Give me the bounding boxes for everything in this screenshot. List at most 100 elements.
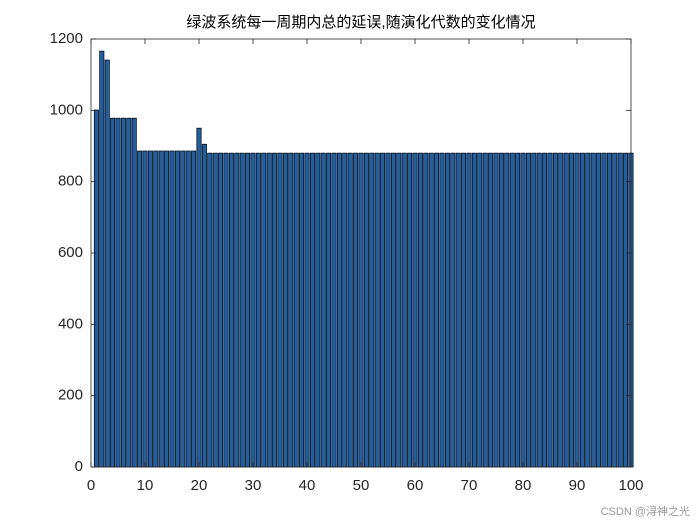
bar [466, 152, 472, 468]
bar [374, 152, 380, 468]
y-tick-label: 1200 [50, 30, 83, 47]
bar [228, 152, 234, 468]
bar [120, 117, 126, 468]
bar [309, 152, 315, 468]
bar [471, 152, 477, 468]
bar [234, 152, 240, 468]
bar [326, 152, 332, 468]
x-tick-label: 100 [618, 477, 643, 494]
bar [401, 152, 407, 468]
bar [218, 152, 224, 468]
bar [579, 152, 585, 468]
bar [288, 152, 294, 468]
bar [261, 152, 267, 468]
bar [520, 152, 526, 468]
bar [477, 152, 483, 468]
bar [131, 117, 137, 468]
bar [461, 152, 467, 468]
bar [250, 152, 256, 468]
bar [439, 152, 445, 468]
bar [331, 152, 337, 468]
bar [547, 152, 553, 468]
bar [396, 152, 402, 468]
bar [498, 152, 504, 468]
bar [153, 150, 159, 468]
bar [223, 152, 229, 468]
bar [542, 152, 548, 468]
bar [601, 152, 607, 468]
bar [434, 152, 440, 468]
x-tick-label: 10 [137, 477, 154, 494]
y-tick-label: 1000 [50, 101, 83, 118]
bar [93, 109, 99, 468]
bar [169, 150, 175, 468]
bar [455, 152, 461, 468]
y-tick-label: 600 [58, 244, 83, 261]
y-tick-label: 0 [75, 458, 83, 475]
bar [115, 117, 121, 468]
bar [558, 152, 564, 468]
x-tick-label: 60 [407, 477, 424, 494]
bar [612, 152, 618, 468]
bar [191, 150, 197, 468]
bar [201, 143, 207, 468]
bar [525, 152, 531, 468]
bar [142, 150, 148, 468]
bar [196, 127, 202, 468]
bar [126, 117, 132, 468]
bar [623, 152, 629, 468]
bar [596, 152, 602, 468]
bar [358, 152, 364, 468]
bar [423, 152, 429, 468]
bar [482, 152, 488, 468]
bar [147, 150, 153, 468]
y-tick-label: 400 [58, 315, 83, 332]
x-tick-label: 40 [299, 477, 316, 494]
y-tick-label: 800 [58, 173, 83, 190]
bar [272, 152, 278, 468]
bar [390, 152, 396, 468]
bar [509, 152, 515, 468]
bar [110, 117, 116, 468]
y-tick-label: 200 [58, 387, 83, 404]
bar [563, 152, 569, 468]
bar [245, 152, 251, 468]
bar [315, 152, 321, 468]
bar [99, 50, 105, 468]
bar [569, 152, 575, 468]
bar [282, 152, 288, 468]
bar [590, 152, 596, 468]
bar [574, 152, 580, 468]
x-tick-label: 0 [87, 477, 95, 494]
bar [585, 152, 591, 468]
bar [380, 152, 386, 468]
bar [158, 150, 164, 468]
bar [488, 152, 494, 468]
bar [336, 152, 342, 468]
bar [536, 152, 542, 468]
bar [212, 152, 218, 468]
bar [504, 152, 510, 468]
bar [552, 152, 558, 468]
bar [617, 152, 623, 468]
watermark: CSDN @浔神之光 [601, 504, 690, 518]
bar [353, 152, 359, 468]
x-tick-label: 50 [353, 477, 370, 494]
bar [363, 152, 369, 468]
bar [239, 152, 245, 468]
bar [104, 59, 110, 468]
bar [369, 152, 375, 468]
bar [385, 152, 391, 468]
bar [606, 152, 612, 468]
x-tick-label: 70 [461, 477, 478, 494]
bar [304, 152, 310, 468]
bar [444, 152, 450, 468]
bar [407, 152, 413, 468]
bar [347, 152, 353, 468]
bar [174, 150, 180, 468]
bar [293, 152, 299, 468]
bar [412, 152, 418, 468]
bar [417, 152, 423, 468]
bar [450, 152, 456, 468]
